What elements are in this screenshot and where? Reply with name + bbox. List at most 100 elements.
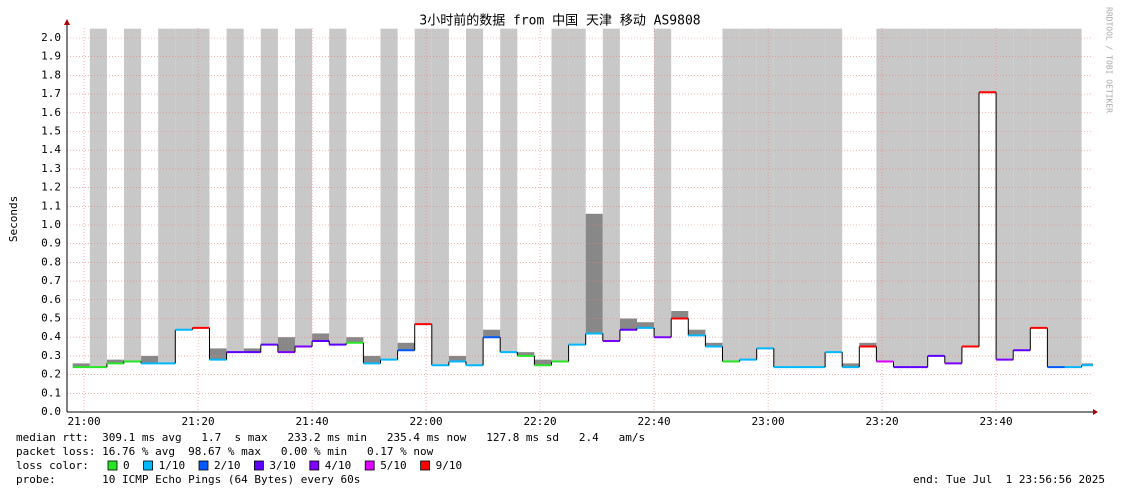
- line-layer: [72, 91, 1093, 369]
- loss-legend: 0 1/10 2/10 3/10 4/10 5/10 9/10: [107, 459, 463, 472]
- smoke-band: [141, 355, 159, 364]
- smoke-band: [568, 28, 586, 345]
- smoke-band: [859, 342, 877, 347]
- smoke-band: [312, 333, 330, 341]
- smoke-band: [705, 342, 723, 347]
- smoke-band: [517, 352, 535, 356]
- smoke-band: [277, 337, 295, 353]
- x-tick-label: 22:20: [524, 415, 557, 428]
- probe-info: probe: 10 ICMP Echo Pings (64 Bytes) eve…: [16, 473, 360, 486]
- y-tick-label: 1.1: [41, 199, 61, 212]
- smoke-band: [124, 28, 142, 362]
- y-tick-label: 0.8: [41, 255, 61, 268]
- smoke-band: [534, 359, 552, 366]
- y-tick-label: 0.7: [41, 274, 61, 287]
- smoke-band: [414, 28, 432, 325]
- x-tick-label: 23:00: [752, 415, 785, 428]
- legend-swatch: [420, 460, 431, 471]
- y-tick-label: 2.0: [41, 31, 61, 44]
- y-tick-label: 0.3: [41, 349, 61, 362]
- smoke-band: [466, 28, 484, 366]
- x-tick-label: 22:00: [410, 415, 443, 428]
- smoke-band: [1013, 28, 1031, 351]
- smoke-band: [671, 311, 689, 319]
- smoke-band: [380, 28, 398, 360]
- legend-swatch: [107, 460, 118, 471]
- y-tick-label: 1.2: [41, 181, 61, 194]
- smoke-band: [654, 28, 672, 338]
- smoke-band: [910, 28, 928, 368]
- end-time: end: Tue Jul 1 23:56:56 2025: [913, 473, 1105, 486]
- legend-label: 9/10: [436, 459, 463, 472]
- smoke-band: [431, 28, 449, 366]
- y-tick-label: 0.5: [41, 312, 61, 325]
- legend-label: 5/10: [380, 459, 407, 472]
- smoke-band: [739, 28, 757, 360]
- smoke-band: [500, 28, 518, 353]
- smoke-band: [944, 28, 962, 364]
- smoke-band: [192, 28, 210, 328]
- smoke-band: [158, 28, 176, 364]
- smoke-band: [876, 28, 894, 362]
- smoke-band: [243, 348, 261, 353]
- smoke-band: [448, 355, 466, 362]
- y-tick-label: 1.4: [41, 143, 61, 156]
- smoke-layer: [72, 28, 1093, 368]
- legend-swatch: [253, 460, 264, 471]
- legend-swatch: [143, 460, 154, 471]
- y-tick-label: 1.6: [41, 106, 61, 119]
- y-tick-label: 1.3: [41, 162, 61, 175]
- smoke-band: [756, 28, 774, 349]
- smoke-band: [773, 28, 791, 368]
- legend-label: 2/10: [214, 459, 241, 472]
- smoke-band: [996, 28, 1014, 360]
- smoke-band: [688, 329, 706, 336]
- y-tick-label: 1.9: [41, 50, 61, 63]
- chart-title: 3小时前的数据 from 中国 天津 移动 AS9808: [419, 13, 700, 29]
- smoke-band: [790, 28, 808, 368]
- y-tick-label: 0.1: [41, 386, 61, 399]
- legend-swatch: [309, 460, 320, 471]
- y-tick-label: 0.9: [41, 237, 61, 250]
- x-tick-label: 21:00: [68, 415, 101, 428]
- legend-swatch: [364, 460, 375, 471]
- smoke-band: [893, 28, 911, 368]
- smoke-band: [346, 337, 364, 343]
- smoke-band: [551, 28, 569, 362]
- y-tick-label: 1.7: [41, 87, 61, 100]
- y-tick-label: 0.0: [41, 405, 61, 418]
- stats-rtt: median rtt: 309.1 ms avg 1.7 s max 233.2…: [16, 431, 645, 444]
- smoke-band: [1064, 28, 1082, 368]
- smoke-band: [175, 28, 193, 330]
- x-tick-label: 21:20: [182, 415, 215, 428]
- x-tick-label: 22:40: [638, 415, 671, 428]
- smoke-band: [722, 28, 740, 362]
- smoke-band: [637, 322, 655, 328]
- smoke-band: [927, 28, 945, 356]
- smoke-band: [89, 28, 107, 368]
- smoke-band: [808, 28, 826, 368]
- legend-label: 0: [123, 459, 130, 472]
- legend-label: 3/10: [269, 459, 296, 472]
- smoke-band: [1030, 28, 1048, 328]
- y-arrow: [64, 19, 70, 25]
- smoke-band: [72, 363, 90, 368]
- watermark: RRDTOOL / TOBI OETIKER: [1105, 7, 1114, 113]
- legend-swatch: [198, 460, 209, 471]
- smoke-band: [585, 213, 603, 334]
- smoke-band: [106, 359, 124, 364]
- x-tick-label: 21:40: [296, 415, 329, 428]
- y-tick-label: 1.5: [41, 125, 61, 138]
- y-tick-label: 0.4: [41, 330, 61, 343]
- y-tick-label: 1.8: [41, 68, 61, 81]
- smoke-band: [260, 28, 278, 345]
- loss-legend-title: loss color:: [16, 459, 89, 472]
- legend-label: 1/10: [159, 459, 186, 472]
- smoke-band: [397, 342, 415, 351]
- smoke-band: [329, 28, 347, 345]
- grid-layer: [67, 28, 1093, 413]
- smoke-band: [483, 329, 501, 338]
- legend-label: 4/10: [325, 459, 352, 472]
- smoke-band: [979, 28, 997, 93]
- smoke-band: [209, 348, 227, 360]
